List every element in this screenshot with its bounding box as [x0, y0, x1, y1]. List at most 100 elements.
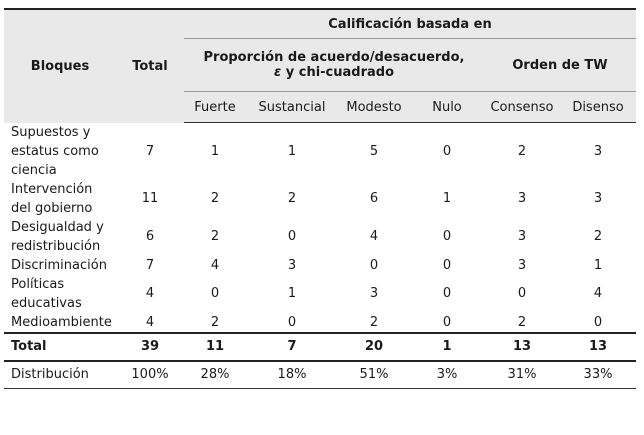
header-total: Total [116, 8, 184, 123]
header-group-title: Calificación basada en [184, 8, 636, 39]
row-label: Políticas educativas [4, 275, 116, 313]
results-table: Bloques Total Calificación basada en Pro… [4, 8, 636, 389]
dist-cell-total: 100% [116, 360, 184, 389]
row-label: Intervención del gobierno [4, 180, 116, 218]
header-col-disenso: Disenso [560, 91, 636, 123]
cell-fuerte: 0 [210, 286, 220, 301]
cell-nulo: 1 [442, 191, 452, 206]
row-label-line: ciencia [11, 162, 57, 178]
cell-total: 11 [141, 191, 159, 206]
total-cell-nulo: 1 [410, 331, 484, 362]
row-label-line: Políticas [11, 276, 65, 292]
header-col-fuerte: Fuerte [184, 91, 246, 123]
cell-modesto: 3 [369, 286, 379, 301]
header-subgroup-proportion-line2-text: y chi-cuadrado [281, 65, 395, 80]
row-label: Desigualdad y redistribución [4, 218, 116, 256]
cell-consenso: 2 [517, 314, 527, 330]
table-row: Medioambiente 4 2 0 2 0 2 0 [4, 313, 636, 333]
cell-disenso: 4 [593, 286, 603, 301]
cell-consenso: 2 [517, 143, 527, 159]
dist-cell-consenso: 31% [484, 360, 560, 389]
row-label-line: Discriminación [11, 257, 107, 273]
cell-consenso: 3 [517, 191, 527, 206]
cell-fuerte: 2 [210, 191, 220, 206]
header-col-modesto: Modesto [338, 91, 410, 123]
cell-sustancial: 0 [287, 314, 297, 330]
total-label: Total [4, 331, 116, 362]
cell-disenso: 1 [593, 257, 603, 273]
epsilon-symbol: ε [273, 65, 282, 80]
cell-nulo: 0 [442, 229, 452, 244]
table-row: Intervención del gobierno 11 2 2 6 1 3 3 [4, 180, 636, 218]
header-blocks: Bloques [4, 8, 116, 123]
cell-modesto: 4 [369, 229, 379, 244]
cell-total: 4 [145, 286, 155, 301]
total-cell-sustancial: 7 [246, 331, 338, 362]
cell-consenso: 3 [517, 257, 527, 273]
cell-sustancial: 1 [287, 286, 297, 301]
total-row: Total 39 11 7 20 1 13 13 [4, 331, 636, 362]
cell-sustancial: 0 [287, 229, 297, 244]
cell-nulo: 0 [442, 286, 452, 301]
total-cell-total: 39 [116, 331, 184, 362]
cell-total: 4 [145, 314, 155, 330]
dist-cell-fuerte: 28% [184, 360, 246, 389]
dist-cell-modesto: 51% [338, 360, 410, 389]
row-label-line: redistribución [11, 238, 101, 254]
table-row: Desigualdad y redistribución 6 2 0 4 0 3… [4, 218, 636, 256]
cell-fuerte: 2 [210, 229, 220, 244]
cell-disenso: 3 [593, 143, 603, 159]
row-label: Discriminación [4, 256, 116, 275]
cell-modesto: 6 [369, 191, 379, 206]
cell-total: 6 [145, 229, 155, 244]
row-label-line: Supuestos y [11, 124, 91, 140]
header-subgroup-proportion-line2: ε y chi-cuadrado [184, 65, 484, 80]
row-label-line: Intervención [11, 181, 93, 197]
cell-disenso: 2 [593, 229, 603, 244]
cell-nulo: 0 [442, 143, 452, 159]
cell-fuerte: 4 [210, 257, 220, 273]
cell-modesto: 0 [369, 257, 379, 273]
distribution-row: Distribución 100% 28% 18% 51% 3% 31% 33% [4, 360, 636, 389]
row-label-line: educativas [11, 295, 82, 311]
header-subgroup-proportion: Proporción de acuerdo/desacuerdo, ε y ch… [184, 38, 484, 92]
cell-sustancial: 1 [287, 143, 297, 159]
cell-total: 7 [145, 257, 155, 273]
dist-cell-sustancial: 18% [246, 360, 338, 389]
row-label-line: Desigualdad y [11, 219, 104, 235]
cell-fuerte: 2 [210, 314, 220, 330]
table-row: Políticas educativas 4 0 1 3 0 0 4 [4, 275, 636, 313]
row-label: Supuestos y estatus como ciencia [4, 123, 116, 180]
dist-cell-nulo: 3% [410, 360, 484, 389]
row-label-line: Medioambiente [11, 314, 112, 330]
table-header: Bloques Total Calificación basada en Pro… [4, 8, 636, 123]
cell-consenso: 3 [517, 229, 527, 244]
cell-modesto: 5 [369, 143, 379, 159]
cell-modesto: 2 [369, 314, 379, 330]
dist-cell-disenso: 33% [560, 360, 636, 389]
row-label-line: del gobierno [11, 200, 93, 216]
total-cell-consenso: 13 [484, 331, 560, 362]
total-cell-modesto: 20 [338, 331, 410, 362]
total-cell-fuerte: 11 [184, 331, 246, 362]
cell-total: 7 [145, 143, 155, 159]
cell-consenso: 0 [517, 286, 527, 301]
cell-sustancial: 3 [287, 257, 297, 273]
table-body: Supuestos y estatus como ciencia 7 1 1 5… [4, 123, 636, 389]
header-col-nulo: Nulo [410, 91, 484, 123]
header-subgroup-order: Orden de TW [484, 38, 636, 92]
header-subgroup-proportion-line1: Proporción de acuerdo/desacuerdo, [203, 50, 465, 65]
distribution-label: Distribución [4, 360, 116, 389]
cell-nulo: 0 [442, 257, 452, 273]
cell-nulo: 0 [442, 314, 452, 330]
row-label-line: estatus como [11, 143, 99, 159]
row-label: Medioambiente [4, 313, 116, 333]
header-col-sustancial: Sustancial [246, 91, 338, 123]
cell-sustancial: 2 [287, 191, 297, 206]
cell-disenso: 3 [593, 191, 603, 206]
cell-fuerte: 1 [210, 143, 220, 159]
table-row: Supuestos y estatus como ciencia 7 1 1 5… [4, 123, 636, 180]
total-cell-disenso: 13 [560, 331, 636, 362]
header-col-consenso: Consenso [484, 91, 560, 123]
